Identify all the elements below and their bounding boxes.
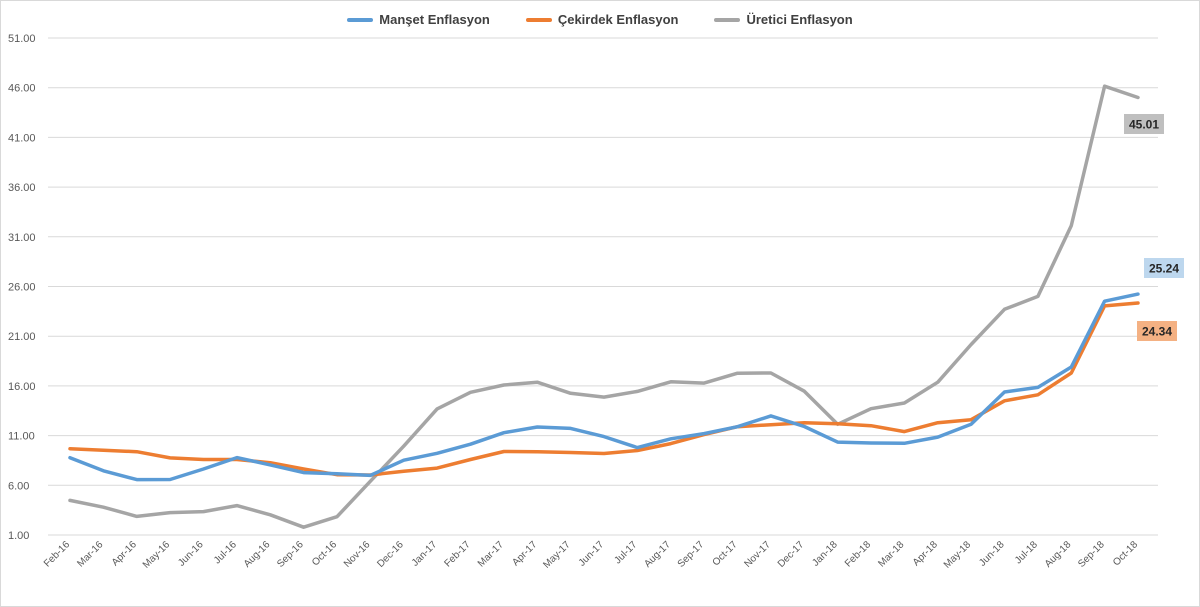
legend-swatch-manset: [347, 17, 374, 22]
x-tick-label: Apr-16: [110, 539, 139, 568]
legend-item-uretici: Üretici Enflasyon: [714, 12, 853, 27]
data-label-box: [1137, 321, 1177, 341]
x-tick-label: Feb-17: [442, 539, 472, 569]
legend-swatch-uretici: [714, 17, 741, 22]
legend-swatch-cekirdek: [525, 17, 552, 22]
x-tick-label: Jun-16: [176, 539, 206, 569]
y-tick-label: 26.00: [8, 282, 36, 294]
x-tick-label: Mar-17: [476, 539, 506, 569]
data-label: 45.01: [1129, 118, 1159, 132]
data-label: 25.24: [1149, 262, 1179, 276]
x-tick-label: May-16: [141, 539, 173, 571]
legend-item-manset: Manşet Enflasyon: [347, 12, 490, 27]
x-tick-label: Oct-18: [1111, 539, 1140, 568]
x-tick-label: Aug-17: [642, 539, 673, 570]
x-tick-label: Aug-18: [1043, 539, 1074, 570]
series-line-1: [68, 301, 1140, 477]
y-tick-label: 31.00: [8, 232, 36, 244]
x-tick-label: Oct-16: [310, 539, 339, 568]
x-tick-label: May-17: [541, 539, 573, 571]
x-tick-label: Sep-18: [1076, 539, 1107, 570]
x-tick-label: Aug-16: [242, 539, 273, 570]
x-tick-label: Mar-16: [75, 539, 105, 569]
legend-item-cekirdek: Çekirdek Enflasyon: [525, 12, 679, 27]
y-tick-label: 11.00: [8, 431, 35, 443]
x-tick-label: Jun-17: [577, 539, 607, 569]
x-tick-label: Jul-17: [612, 539, 639, 566]
x-tick-label: Jan-17: [410, 539, 440, 569]
y-tick-label: 16.00: [8, 381, 36, 393]
legend-label-cekirdek: Çekirdek Enflasyon: [557, 12, 679, 27]
x-tick-label: Jul-18: [1013, 539, 1040, 566]
x-tick-label: Feb-18: [843, 539, 873, 569]
legend-label-uretici: Üretici Enflasyon: [746, 12, 853, 27]
x-tick-label: Dec-17: [776, 539, 807, 570]
x-tick-label: Jul-16: [212, 539, 239, 566]
x-tick-label: Mar-18: [876, 539, 906, 569]
data-label: 24.34: [1142, 325, 1172, 339]
x-tick-label: Jan-18: [810, 539, 840, 569]
y-tick-label: 1.00: [8, 530, 29, 542]
legend: Manşet Enflasyon Çekirdek Enflasyon Üret…: [0, 12, 1200, 27]
x-tick-label: Nov-16: [342, 539, 373, 570]
x-tick-label: Sep-16: [275, 539, 306, 570]
x-tick-label: Apr-18: [911, 539, 940, 568]
y-tick-label: 51.00: [8, 33, 36, 45]
x-tick-label: Dec-16: [375, 539, 406, 570]
y-tick-label: 46.00: [8, 83, 36, 95]
y-tick-label: 41.00: [8, 132, 36, 144]
data-label-box: [1124, 114, 1164, 134]
x-tick-label: Sep-17: [676, 539, 707, 570]
x-tick-label: Apr-17: [510, 539, 539, 568]
data-label-box: [1144, 258, 1184, 278]
y-tick-label: 21.00: [8, 331, 36, 343]
legend-label-manset: Manşet Enflasyon: [379, 12, 490, 27]
y-tick-label: 6.00: [8, 480, 29, 492]
y-tick-label: 36.00: [8, 182, 36, 194]
x-tick-label: May-18: [942, 539, 974, 571]
x-tick-label: Nov-17: [742, 539, 773, 570]
x-tick-label: Oct-17: [711, 539, 740, 568]
x-tick-label: Jun-18: [977, 539, 1007, 569]
x-tick-label: Feb-16: [42, 539, 72, 569]
